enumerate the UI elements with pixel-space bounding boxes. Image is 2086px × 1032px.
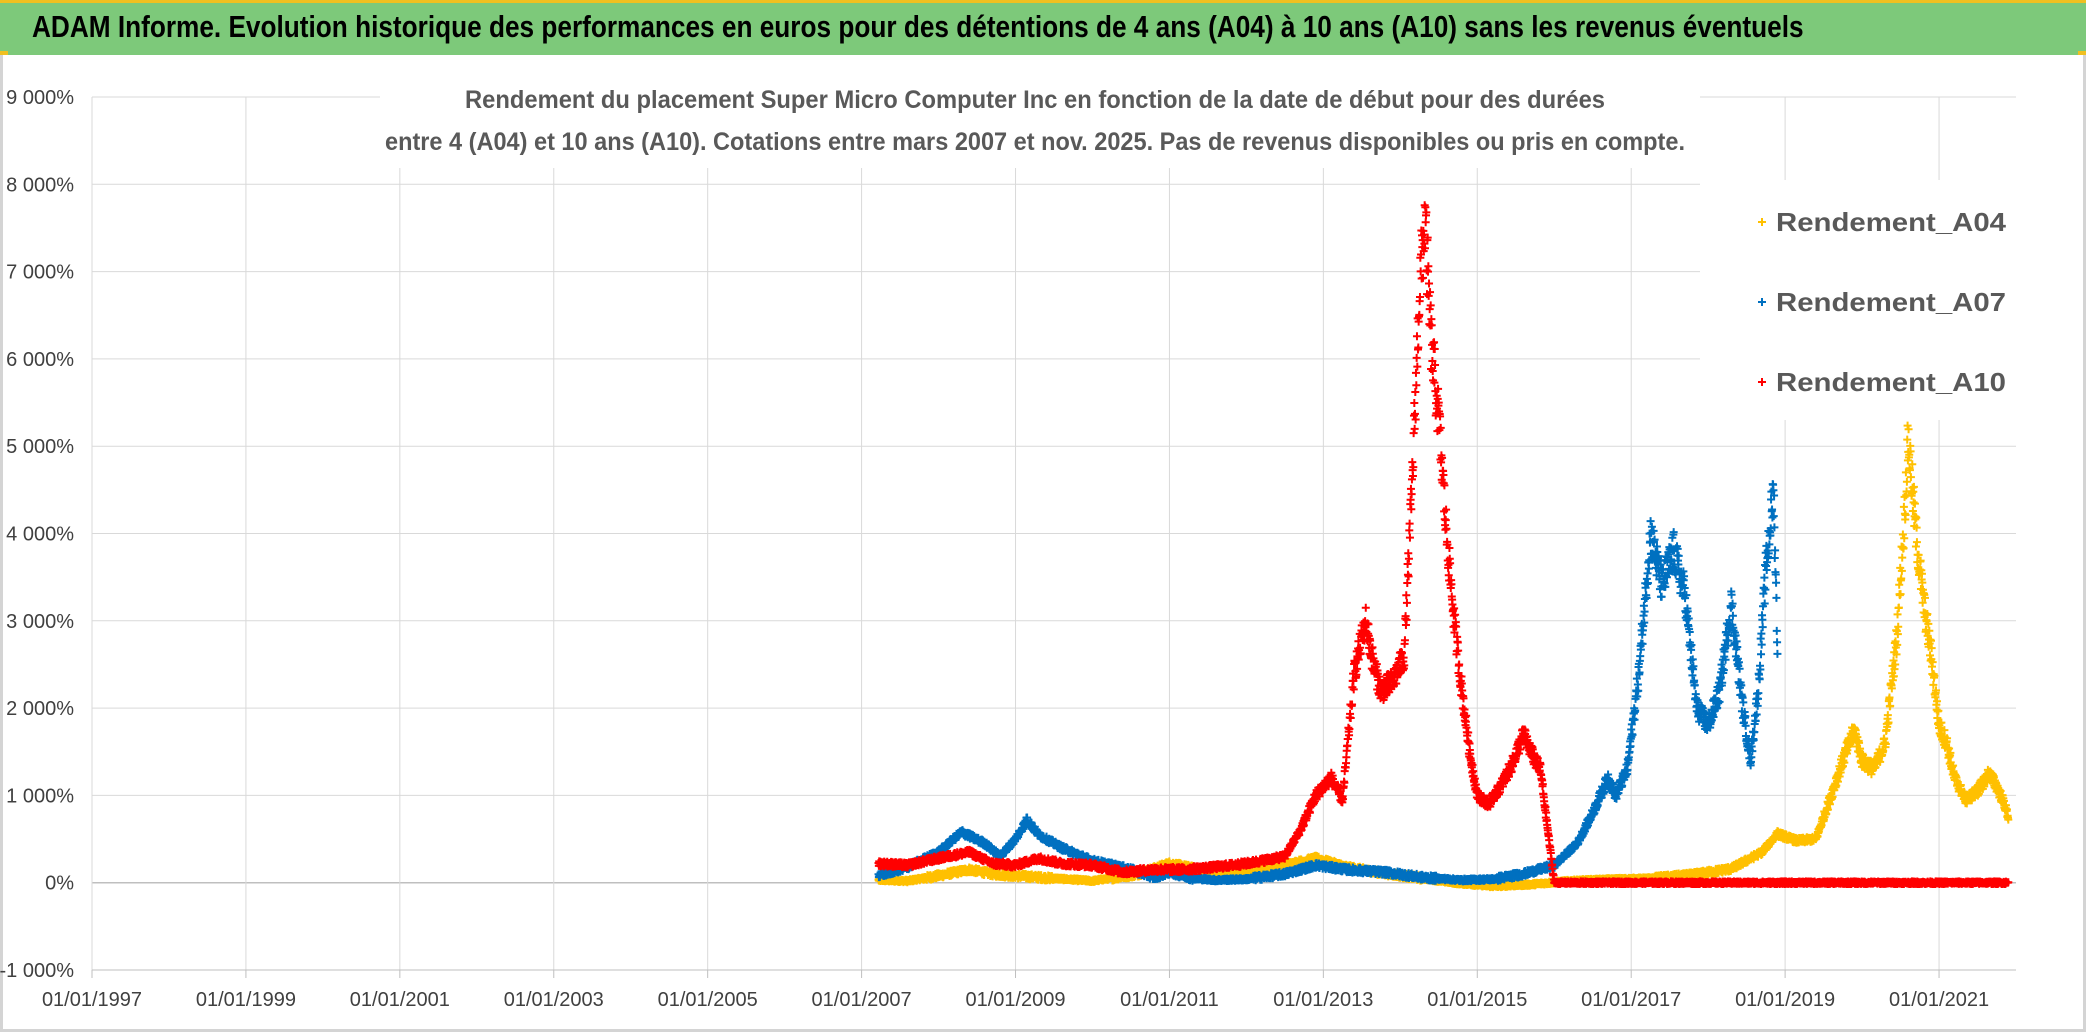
data-point	[1911, 542, 1920, 551]
data-point	[1910, 499, 1919, 508]
series-rendement-a07	[874, 480, 1782, 886]
data-point	[1901, 511, 1910, 520]
corner-mark-left	[0, 51, 8, 55]
data-point	[1886, 701, 1895, 710]
data-point	[1896, 590, 1905, 599]
corner-mark-right	[2078, 51, 2086, 55]
data-point	[1912, 538, 1921, 547]
data-point	[1893, 610, 1902, 619]
series-layer	[874, 201, 2013, 892]
data-point	[1902, 477, 1911, 486]
data-point	[1894, 603, 1903, 612]
header-banner: ADAM Informe. Evolution historique des p…	[0, 0, 2086, 55]
data-point	[1898, 553, 1907, 562]
data-point	[1899, 502, 1908, 511]
data-point	[1906, 473, 1915, 482]
series-rendement-a04	[874, 421, 2013, 892]
banner-title: ADAM Informe. Evolution historique des p…	[32, 9, 1804, 44]
